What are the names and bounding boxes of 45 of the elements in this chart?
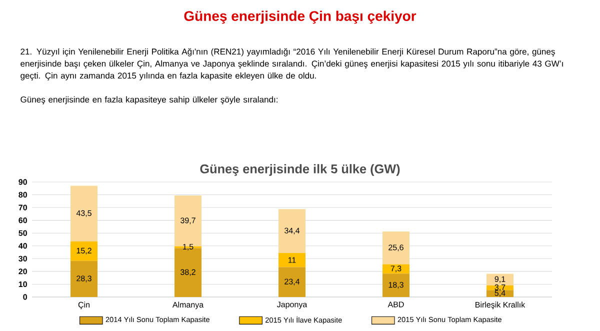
data-label: 9,1: [494, 276, 506, 283]
bar: [278, 267, 306, 297]
bar: [70, 241, 98, 261]
y-tick-label: 40: [18, 243, 27, 249]
data-label: 43,5: [76, 210, 92, 217]
bar: [278, 253, 306, 268]
data-label: 25,6: [388, 244, 404, 252]
text: 21. Yüzyıl için Yenilenebilir Enerji Politika Ağı'nın (REN21) yayımladığı “2016 Yılı Yenilenebilir Enerji Küresel Durum Raporu”na göre, güneş enerjisinde başı çeken ülkeler Çin, Almanya ve Japonya şeklinde sıralandı. Çin’deki güneş enerjisi kapasitesi 2015 yılı sonu itibariyle 43 GW’ı geçti. Çin aynı zamanda 2015 yılında en fazla kapasite ekleyen ülke de oldu.: [20, 48, 563, 80]
chart-subtitle: Güneş enerjisinde ilk 5 ülke (GW): [200, 164, 400, 176]
bar: [382, 232, 410, 264]
data-label: 1,5: [183, 244, 194, 250]
data-label: 39,7: [180, 218, 196, 224]
x-tick-label: Almanya: [172, 302, 204, 310]
bar: [70, 260, 98, 297]
y-tick-label: 50: [18, 230, 27, 236]
data-label: 3,7: [494, 284, 506, 292]
data-label: 34,4: [284, 228, 300, 234]
y-tick-label: 90: [18, 179, 27, 185]
x-tick-label: Çin: [78, 302, 90, 310]
y-tick-label: 80: [18, 192, 27, 198]
data-label: 7,3: [390, 266, 402, 272]
data-label: 11: [288, 257, 296, 263]
y-tick-label: 60: [18, 217, 27, 224]
text: Güneş enerjisinde en fazla kapasiteye sahip ülkeler şöyle sıralandı:: [20, 96, 278, 104]
bar: [70, 186, 98, 242]
y-tick-label: 30: [18, 256, 27, 262]
x-tick-label: Japonya: [277, 302, 308, 309]
data-label: 15,2: [76, 248, 92, 254]
y-tick-label: 70: [18, 204, 27, 210]
data-label: 23,4: [284, 278, 300, 286]
bar: [382, 274, 410, 297]
chart-title: Güneş enerjisinde Çin başı çekiyor: [184, 10, 416, 24]
y-tick-label: 0: [23, 294, 27, 300]
bar: [486, 290, 514, 297]
x-tick-label: Birleşik Krallık: [476, 302, 526, 310]
bar: [382, 264, 410, 274]
bar: [486, 274, 514, 286]
x-tick-label: ABD: [388, 302, 404, 308]
data-label: 38,2: [180, 269, 196, 276]
bar: [278, 209, 306, 254]
data-label: 28,3: [76, 276, 92, 282]
y-tick-label: 10: [18, 281, 27, 288]
data-label: 5,4: [494, 290, 506, 297]
y-tick-label: 20: [18, 268, 27, 274]
data-label: 18,3: [388, 282, 404, 289]
